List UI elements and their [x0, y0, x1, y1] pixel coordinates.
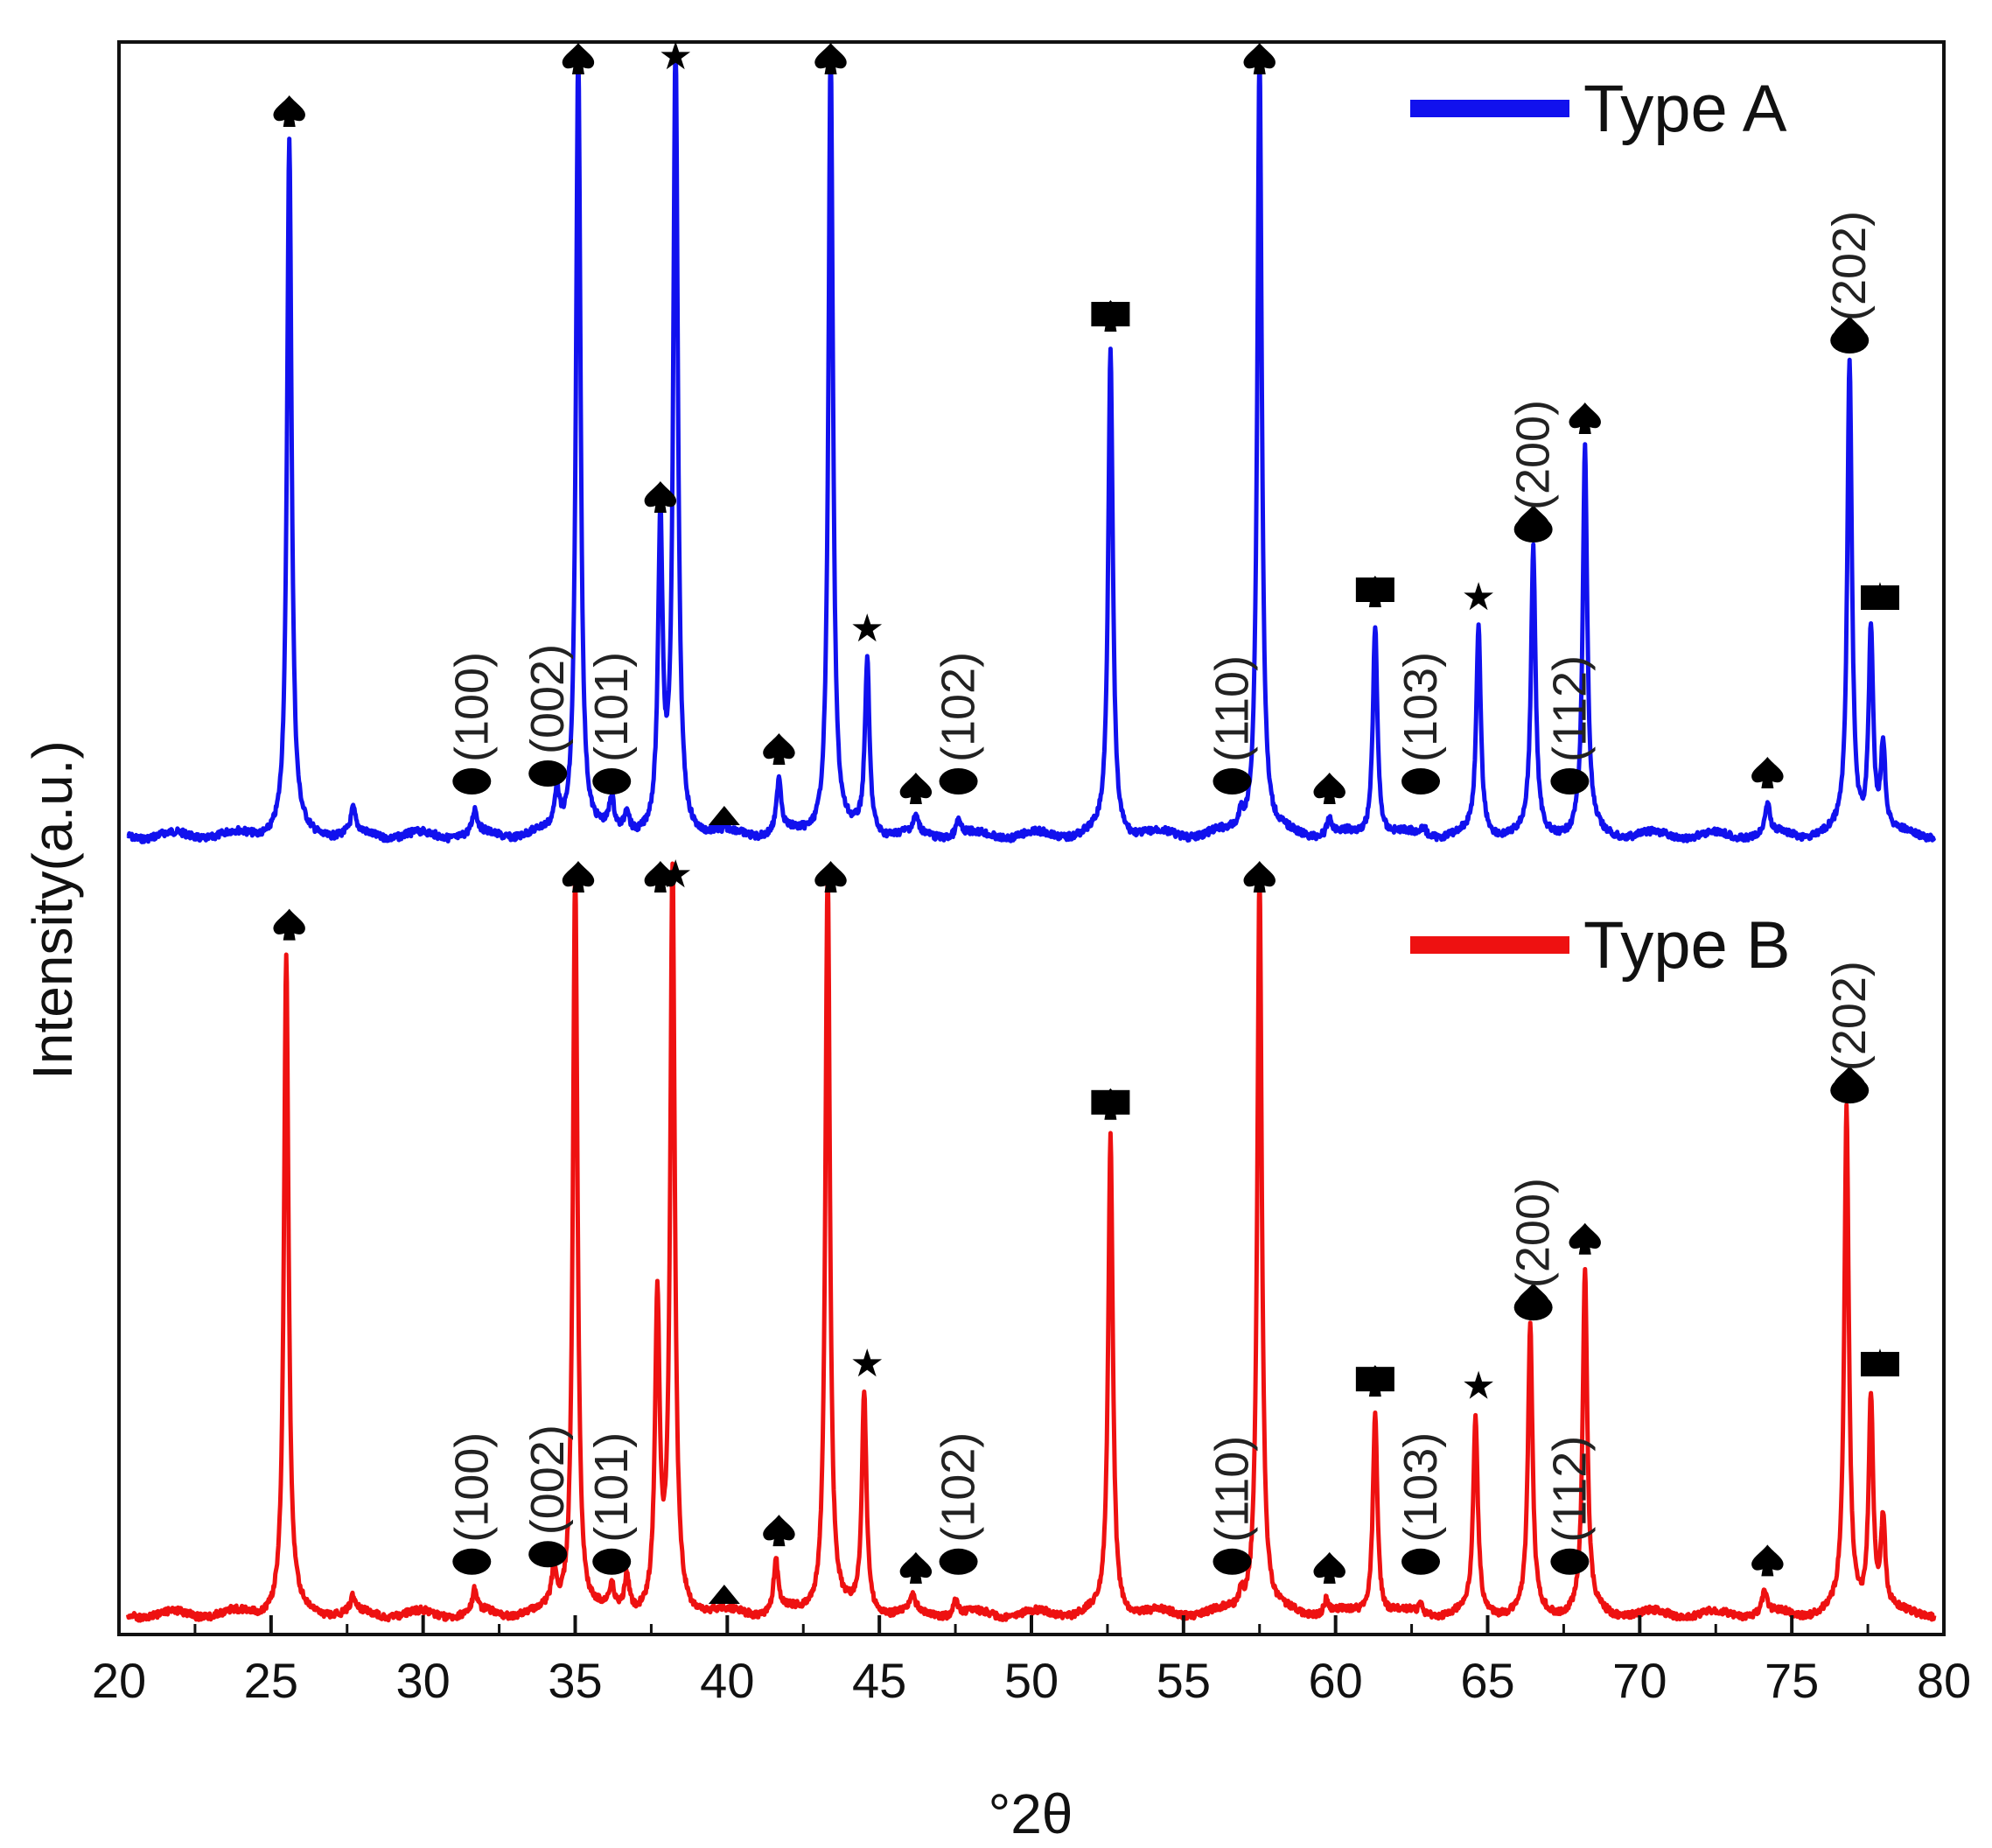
hkl-ellipse-marker [528, 760, 568, 787]
spade-marker [763, 1515, 795, 1547]
hkl-ellipse-marker [452, 768, 492, 794]
spade-marker [763, 733, 795, 765]
hkl-ellipse-marker [939, 1548, 978, 1575]
x-tick-label: 30 [396, 1653, 451, 1708]
hkl-label: (102) [933, 652, 985, 762]
hkl-label: (202) [1823, 211, 1876, 321]
hkl-label: (110) [1206, 655, 1258, 762]
x-tick-label: 20 [92, 1653, 146, 1708]
hkl-label: (102) [933, 1432, 985, 1543]
star-marker: ★ [1461, 575, 1495, 620]
x-tick-label: 45 [852, 1653, 906, 1708]
hkl-label: (100) [445, 1432, 498, 1543]
hkl-label: (110) [1206, 1436, 1258, 1543]
hkl-label: (101) [585, 1432, 638, 1543]
hkl-ellipse-marker [1513, 516, 1553, 542]
hkl-ellipse-marker [1830, 1077, 1870, 1104]
spade-marker [1569, 402, 1601, 434]
hkl-ellipse-marker [1550, 1548, 1590, 1575]
square-marker [1860, 1352, 1899, 1377]
hkl-label: (103) [1394, 652, 1447, 762]
hkl-label: (002) [521, 1424, 574, 1535]
spade-marker [1751, 757, 1784, 788]
series-line-type-b [125, 861, 1937, 1623]
square-marker [1355, 1367, 1394, 1392]
hkl-label: (200) [1507, 1178, 1560, 1288]
square-marker [1091, 302, 1130, 326]
y-axis-title: Intensity(a.u.) [21, 740, 84, 1080]
hkl-label: (103) [1394, 1432, 1447, 1543]
hkl-label: (100) [445, 652, 498, 762]
hkl-label: (101) [585, 652, 638, 762]
hkl-label: (002) [521, 644, 574, 754]
x-tick-label: 70 [1612, 1653, 1667, 1708]
hkl-ellipse-marker [1550, 768, 1590, 794]
series-layer [125, 46, 1937, 1623]
hkl-label: (200) [1507, 400, 1560, 510]
spade-marker [1751, 1544, 1784, 1577]
hkl-ellipse-marker [592, 768, 632, 794]
legend-label: Type A [1583, 72, 1787, 146]
spade-marker [644, 481, 677, 513]
triangle-marker [708, 1585, 740, 1604]
hkl-label: (202) [1823, 961, 1876, 1071]
series-line-type-a [126, 46, 1937, 844]
hkl-annotation-layer: (100) (002) (101) (102) (110) (103)(200)(112)… [445, 211, 1876, 1575]
legend-label: Type B [1583, 908, 1791, 983]
legend: Type A Type B [1410, 72, 1791, 983]
hkl-ellipse-marker [1213, 1548, 1252, 1575]
hkl-ellipse-marker [1830, 327, 1870, 354]
spade-marker [1243, 861, 1276, 892]
star-marker: ★ [1461, 1364, 1495, 1409]
x-tick-label: 35 [548, 1653, 602, 1708]
hkl-ellipse-marker [1213, 768, 1252, 794]
x-axis: 20 25 30 35 40 45 50 55 60 65 70 75 80 [92, 1615, 1971, 1708]
x-tick-label: 80 [1917, 1653, 1971, 1708]
x-tick-label: 25 [244, 1653, 298, 1708]
x-tick-label: 50 [1004, 1653, 1059, 1708]
spade-marker [1243, 43, 1276, 74]
spade-marker [899, 1551, 933, 1584]
x-tick-label: 65 [1460, 1653, 1514, 1708]
spade-marker [1313, 1551, 1345, 1584]
hkl-ellipse-marker [1513, 1294, 1553, 1321]
spade-marker [562, 43, 595, 74]
star-marker: ★ [659, 34, 693, 79]
spade-marker [273, 95, 305, 127]
star-marker: ★ [850, 606, 884, 651]
spade-marker [899, 773, 933, 804]
phase-marker-layer: ★★★★★★★★ [273, 34, 1899, 1604]
hkl-ellipse-marker [939, 768, 978, 794]
star-marker: ★ [850, 1341, 884, 1386]
hkl-ellipse-marker [592, 1548, 632, 1575]
spade-marker [1313, 773, 1345, 804]
spade-marker [562, 861, 595, 892]
triangle-marker [708, 806, 740, 825]
hkl-ellipse-marker [528, 1541, 568, 1568]
x-axis-title: °2θ [989, 1782, 1073, 1845]
hkl-ellipse-marker [1401, 1548, 1441, 1575]
x-tick-label: 40 [700, 1653, 754, 1708]
hkl-ellipse-marker [452, 1548, 492, 1575]
hkl-label: (112) [1543, 1436, 1596, 1543]
square-marker [1091, 1089, 1130, 1115]
square-marker [1355, 578, 1394, 602]
hkl-label: (112) [1543, 655, 1596, 762]
spade-marker [814, 43, 847, 74]
square-marker [1860, 585, 1899, 610]
spade-marker [814, 861, 847, 892]
x-tick-label: 60 [1309, 1653, 1363, 1708]
spade-marker [644, 861, 677, 892]
spade-marker [1569, 1222, 1601, 1255]
x-tick-label: 75 [1765, 1653, 1819, 1708]
spade-marker [273, 908, 305, 941]
hkl-ellipse-marker [1401, 768, 1441, 794]
x-tick-label: 55 [1157, 1653, 1211, 1708]
